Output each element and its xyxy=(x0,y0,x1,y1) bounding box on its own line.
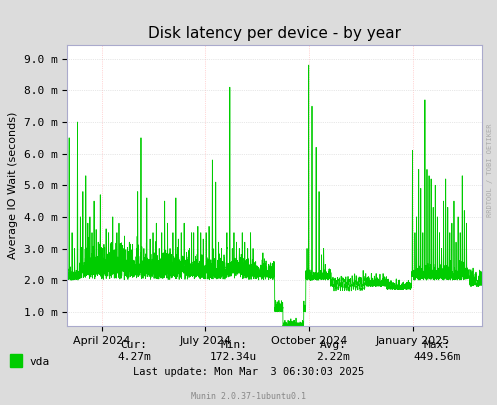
Text: Avg:: Avg: xyxy=(320,340,346,350)
Text: 172.34u: 172.34u xyxy=(210,352,257,362)
Text: RRDTOOL / TOBI OETIKER: RRDTOOL / TOBI OETIKER xyxy=(487,124,493,217)
Text: vda: vda xyxy=(30,358,50,367)
Y-axis label: Average IO Wait (seconds): Average IO Wait (seconds) xyxy=(8,112,18,259)
Text: Munin 2.0.37-1ubuntu0.1: Munin 2.0.37-1ubuntu0.1 xyxy=(191,392,306,401)
Text: 4.27m: 4.27m xyxy=(117,352,151,362)
Title: Disk latency per device - by year: Disk latency per device - by year xyxy=(148,26,401,40)
Text: Min:: Min: xyxy=(220,340,247,350)
Text: Max:: Max: xyxy=(424,340,451,350)
Text: 2.22m: 2.22m xyxy=(316,352,350,362)
Text: Last update: Mon Mar  3 06:30:03 2025: Last update: Mon Mar 3 06:30:03 2025 xyxy=(133,367,364,377)
Text: 449.56m: 449.56m xyxy=(414,352,461,362)
Text: Cur:: Cur: xyxy=(121,340,148,350)
